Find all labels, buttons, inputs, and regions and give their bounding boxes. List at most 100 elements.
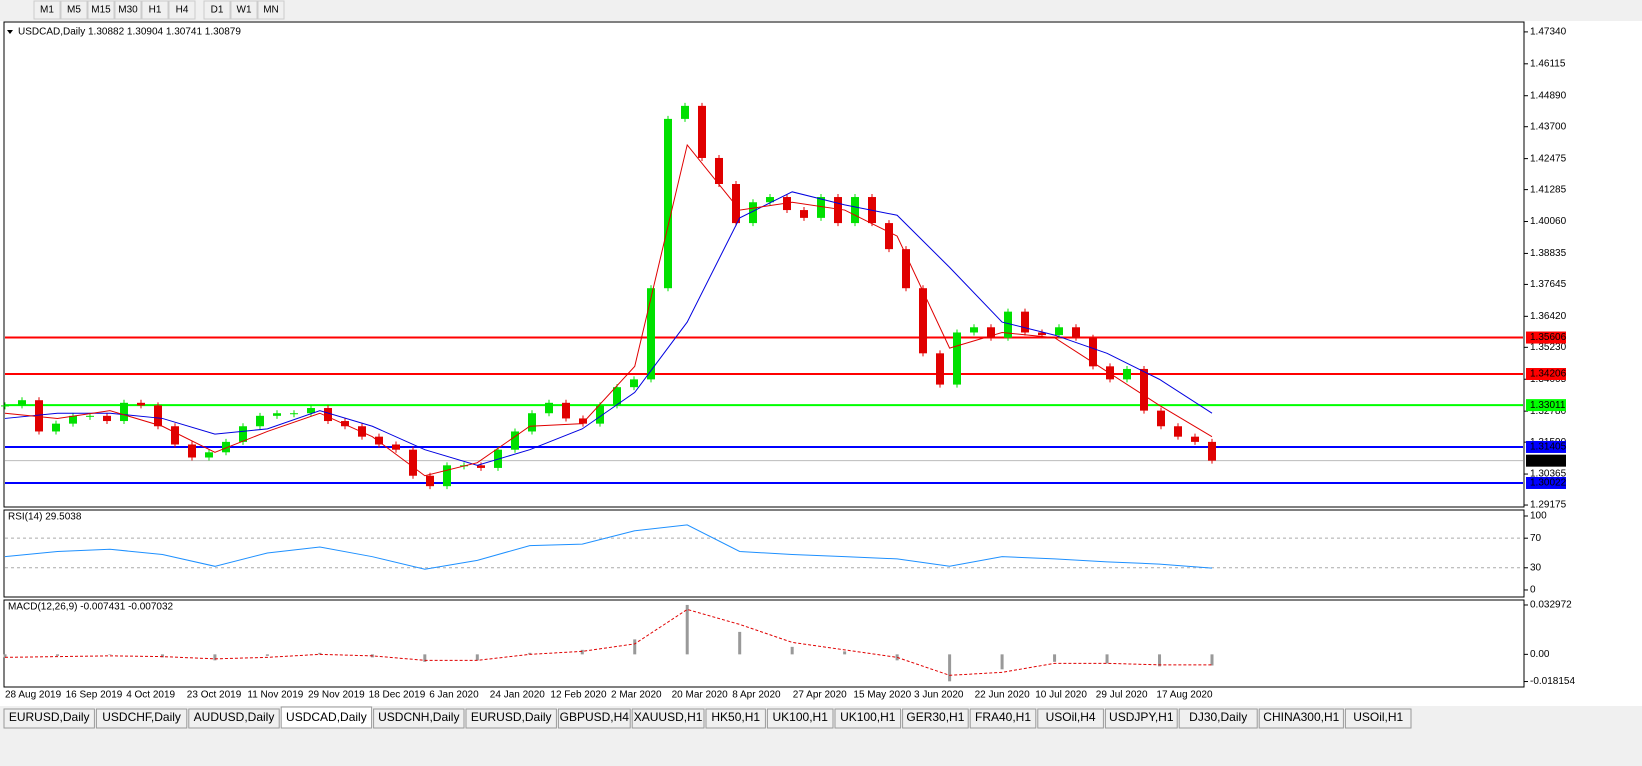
candle-body <box>783 197 791 211</box>
timeframe-button[interactable] <box>168 0 196 20</box>
candle-body <box>630 379 638 388</box>
y-tick-label: 1.41285 <box>1530 184 1567 195</box>
x-tick-label: 10 Jul 2020 <box>1035 690 1087 701</box>
tab[interactable] <box>1104 708 1178 729</box>
x-tick-label: 6 Jan 2020 <box>429 690 479 701</box>
tab-label: GBPUSD,H4 <box>560 710 630 724</box>
macd-bar <box>685 604 689 655</box>
tab[interactable] <box>3 708 95 729</box>
candle-body <box>188 444 196 458</box>
candle-body <box>1191 436 1199 442</box>
x-tick-label: 2 Mar 2020 <box>611 690 662 701</box>
tab-label: UK100,H1 <box>773 710 829 724</box>
candle-body <box>885 223 893 250</box>
timeframe-label: D1 <box>211 5 224 16</box>
rsi-tick-label: 100 <box>1530 511 1547 522</box>
timeframe-button[interactable] <box>33 0 61 20</box>
tab[interactable] <box>834 708 902 729</box>
timeframe-button[interactable] <box>87 0 115 20</box>
macd-bar <box>1053 654 1057 662</box>
tab[interactable] <box>188 708 280 729</box>
candle-body <box>579 418 587 424</box>
x-tick-label: 22 Jun 2020 <box>975 690 1030 701</box>
moving-average <box>4 191 1213 466</box>
x-tick-label: 28 Aug 2019 <box>5 690 62 701</box>
tab-label: EURUSD,Daily <box>9 710 90 724</box>
timeframe-button[interactable] <box>230 0 258 20</box>
candle-body <box>749 202 757 224</box>
timeframe-button[interactable] <box>203 0 231 20</box>
y-tick-label: 1.47340 <box>1530 27 1567 38</box>
y-tick-label: 1.37645 <box>1530 279 1567 290</box>
candle-body <box>970 327 978 333</box>
candle-body <box>800 210 808 218</box>
candle-body <box>477 465 485 468</box>
rsi-tick-label: 70 <box>1530 533 1542 544</box>
candle-body <box>341 421 349 427</box>
y-tick-label: 1.44890 <box>1530 90 1567 101</box>
macd-bar <box>1000 654 1004 670</box>
tab[interactable] <box>1178 708 1258 729</box>
tab[interactable] <box>766 708 834 729</box>
tab-label: HK50,H1 <box>711 710 760 724</box>
y-tick-label: 1.46115 <box>1530 58 1566 69</box>
timeframe-button[interactable] <box>257 0 285 20</box>
candle-body <box>613 387 621 406</box>
tab[interactable] <box>1037 708 1104 729</box>
tab[interactable] <box>705 708 766 729</box>
candle-body <box>834 197 842 224</box>
tab-label: USDCNH,Daily <box>378 710 459 724</box>
candle-body <box>1055 327 1063 336</box>
candle-body <box>902 249 910 289</box>
tab[interactable] <box>1258 708 1344 729</box>
macd-bar <box>475 654 479 661</box>
macd-bar <box>423 654 427 662</box>
tab[interactable] <box>902 708 969 729</box>
tab[interactable] <box>373 708 465 729</box>
y-tick-label: 1.30365 <box>1530 469 1567 480</box>
candle-body <box>358 426 366 437</box>
candle-body <box>936 353 944 385</box>
candle-body <box>647 288 655 380</box>
macd-bar <box>160 654 164 658</box>
candle-body <box>919 288 927 354</box>
tab[interactable] <box>631 708 705 729</box>
timeframe-button[interactable] <box>114 0 142 20</box>
tab[interactable] <box>280 706 373 729</box>
tab[interactable] <box>95 708 188 729</box>
candle-body <box>1038 332 1046 336</box>
macd-bar <box>948 654 952 682</box>
tab[interactable] <box>969 708 1037 729</box>
tab[interactable] <box>1344 708 1412 729</box>
candle-body <box>1 405 9 407</box>
candle-body <box>222 441 230 453</box>
macd-bar <box>790 646 794 655</box>
timeframe-button[interactable] <box>60 0 88 20</box>
tab[interactable] <box>465 708 557 729</box>
candle-body <box>511 431 519 450</box>
macd-bar <box>738 631 742 655</box>
timeframe-button[interactable] <box>141 0 169 20</box>
timeframe-label: M1 <box>40 5 54 16</box>
chart-bg <box>0 21 1642 706</box>
macd-tick-label: 0.00 <box>1530 649 1550 660</box>
candle-body <box>1140 368 1148 411</box>
macd-bar <box>318 652 322 655</box>
candle-body <box>69 415 77 424</box>
tab-label: USOil,H1 <box>1353 710 1403 724</box>
candle-body <box>307 408 315 414</box>
rsi-tick-label: 30 <box>1530 562 1542 573</box>
x-tick-label: 8 Apr 2020 <box>732 690 781 701</box>
tab[interactable] <box>557 708 631 729</box>
x-tick-label: 27 Apr 2020 <box>793 690 847 701</box>
candle-body <box>103 415 111 422</box>
macd-panel <box>3 599 1525 688</box>
candle-body <box>528 413 536 432</box>
candle-body <box>1123 368 1131 380</box>
macd-tick-label: 0.032972 <box>1530 600 1572 611</box>
x-tick-label: 29 Nov 2019 <box>308 690 365 701</box>
tab-label: FRA40,H1 <box>975 710 1031 724</box>
candle-body <box>545 402 553 414</box>
